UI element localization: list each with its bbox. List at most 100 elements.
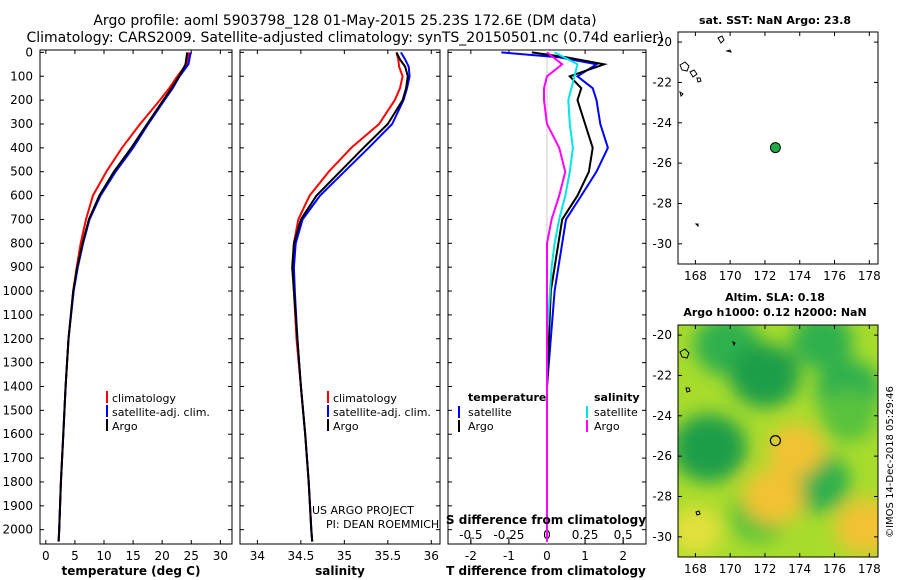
s-tick-label: 0.25 xyxy=(572,528,599,542)
map-y-tick-label: -20 xyxy=(652,35,672,49)
temperature-panel: 0 5 10 15 20 25 30 temperature (deg C) climato… xyxy=(39,49,233,578)
depth-tick-label: 300 xyxy=(10,117,33,131)
diff-legend-t-title: temperature xyxy=(468,391,546,404)
depth-tick-label: 1100 xyxy=(2,308,33,322)
map-x-tick-label: 170 xyxy=(719,269,742,283)
island xyxy=(694,223,699,228)
temperature-xlabel: temperature (deg C) xyxy=(62,564,201,578)
depth-tick-label: 100 xyxy=(10,69,33,83)
x-tick-label: 25 xyxy=(184,549,199,563)
diff-line-t-satellite xyxy=(501,51,609,542)
salinity-legend: climatology satellite-adj. clim. Argo xyxy=(327,391,431,433)
sla-blob xyxy=(742,468,805,525)
map-x-tick-label: 176 xyxy=(823,562,846,576)
imos-watermark: ©IMOS 14-Dec-2018 05:29:46 xyxy=(885,386,896,538)
sal-legend-climatology: climatology xyxy=(333,392,397,405)
sla-map-field xyxy=(678,325,878,557)
temp-line-argo xyxy=(57,52,189,542)
depth-tick-label: 800 xyxy=(10,236,33,250)
sla-map-title1: Altim. SLA: 0.18 xyxy=(725,291,825,304)
map-x-tick-label: 174 xyxy=(788,562,811,576)
sst-map-islands xyxy=(679,35,732,228)
x-tick-label: 0 xyxy=(42,549,50,563)
depth-tick-label: 1900 xyxy=(2,499,33,513)
x-tick-label: 0 xyxy=(543,549,551,563)
map-x-tick-label: 176 xyxy=(823,269,846,283)
x-tick-label: 15 xyxy=(125,549,140,563)
sla-map-ticks: -20 -22 -24 -26 -28 -30 168 170 172 174 176 178 xyxy=(652,325,881,576)
map-x-tick-label: 168 xyxy=(684,269,707,283)
sla-map-frame xyxy=(677,324,879,558)
depth-tick-label: 1800 xyxy=(2,475,33,489)
salinity-difference-ticks: -0.5-0.2500.250.5 xyxy=(459,528,633,544)
depth-tick-label: 1500 xyxy=(2,403,33,417)
island xyxy=(679,348,690,359)
map-x-tick-label: 172 xyxy=(754,562,777,576)
salinity-series xyxy=(291,51,411,542)
island xyxy=(725,49,732,53)
sal-legend-argo: Argo xyxy=(333,420,359,433)
temp-legend-argo: Argo xyxy=(112,420,138,433)
map-y-tick-label: -24 xyxy=(652,116,672,130)
x-tick-label: 34 xyxy=(250,549,265,563)
depth-tick-label: 0 xyxy=(25,45,33,59)
sal-legend-satellite: satellite-adj. clim. xyxy=(333,406,431,419)
island xyxy=(696,77,702,83)
map-y-tick-label: -30 xyxy=(652,237,672,251)
depth-tick-label: 900 xyxy=(10,260,33,274)
depth-tick-label: 400 xyxy=(10,141,33,155)
island xyxy=(679,61,690,72)
sla-map-islands xyxy=(679,341,736,516)
island xyxy=(717,35,725,44)
sla-map-title2: Argo h1000: 0.12 h2000: NaN xyxy=(683,306,866,319)
x-tick-label: 35 xyxy=(337,549,352,563)
map-y-tick-label: -28 xyxy=(652,489,672,503)
diff-legend-s-title: salinity xyxy=(594,391,640,404)
pi-note: PI: DEAN ROEMMICH xyxy=(326,518,439,531)
depth-tick-label: 700 xyxy=(10,212,33,226)
island xyxy=(695,510,701,516)
x-tick-label: 20 xyxy=(155,549,170,563)
sla-blob xyxy=(729,343,801,408)
salinity-plot-frame xyxy=(239,49,441,545)
sal-line-satellite xyxy=(292,51,411,542)
map-x-tick-label: 178 xyxy=(858,269,881,283)
sst-map-marker-layer xyxy=(769,142,781,154)
sla-blob xyxy=(678,414,747,483)
x-tick-label: 5 xyxy=(71,549,79,563)
difference-legend: temperature satellite Argo salinity sate… xyxy=(458,391,640,433)
sla-blob xyxy=(791,325,854,370)
diff-line-s-satellite xyxy=(546,51,579,542)
temp-line-satellite xyxy=(57,52,192,542)
diff-legend-t-argo: Argo xyxy=(468,420,494,433)
sla-map-panel: Altim. SLA: 0.18 Argo h1000: 0.12 h2000:… xyxy=(652,291,881,576)
s-tick-label: 0.5 xyxy=(614,528,633,542)
x-tick-label: -1 xyxy=(503,549,515,563)
temperature-plot-frame xyxy=(39,49,233,545)
sla-blob xyxy=(835,498,878,555)
map-y-tick-label: -30 xyxy=(652,530,672,544)
sla-blob xyxy=(767,424,825,477)
map-x-tick-label: 168 xyxy=(684,562,707,576)
argo-position-marker xyxy=(769,434,781,447)
x-tick-label: 1 xyxy=(581,549,589,563)
difference-series xyxy=(501,50,609,544)
sla-blob xyxy=(819,389,878,442)
map-y-tick-label: -26 xyxy=(652,156,672,170)
x-tick-label: 34.5 xyxy=(288,549,315,563)
depth-tick-label: 2000 xyxy=(2,523,33,537)
difference-x-ticks: -2 -1 0 1 2 xyxy=(465,50,627,563)
depth-tick-label: 1400 xyxy=(2,379,33,393)
depth-tick-label: 1200 xyxy=(2,332,33,346)
island xyxy=(679,90,684,97)
depth-tick-label: 1600 xyxy=(2,427,33,441)
x-tick-label: 10 xyxy=(96,549,111,563)
x-tick-label: -2 xyxy=(465,549,477,563)
diff-line-s-argo xyxy=(543,51,567,542)
salinity-x-ticks: 34 34.5 35 35.5 36 xyxy=(250,50,439,563)
x-tick-label: 35.5 xyxy=(374,549,401,563)
map-x-tick-label: 178 xyxy=(858,562,881,576)
temp-line-climatology xyxy=(57,52,190,542)
sal-line-argo xyxy=(291,51,409,542)
temp-legend-climatology: climatology xyxy=(112,392,176,405)
